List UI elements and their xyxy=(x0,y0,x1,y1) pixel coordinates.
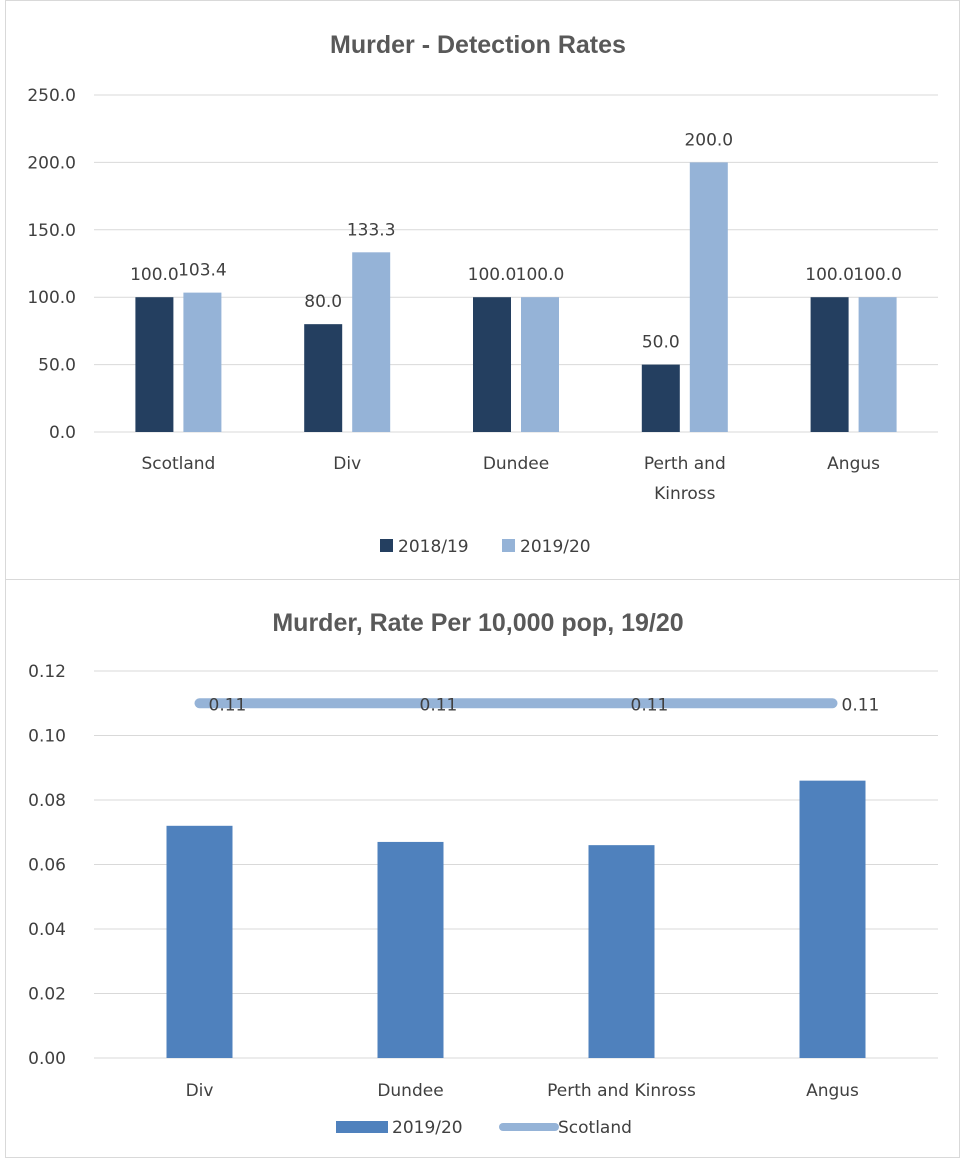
y-tick-label: 250.0 xyxy=(27,86,76,106)
y-tick-label: 0.0 xyxy=(49,423,76,443)
detection-rates-chart: Murder - Detection Rates 0.0 50.0 100.0 150… xyxy=(5,0,960,580)
x-category-label: Kinross xyxy=(654,484,716,504)
data-label: 100.0 xyxy=(516,265,565,285)
data-label: 100.0 xyxy=(805,265,854,285)
line-data-label: 0.11 xyxy=(209,695,247,715)
legend-label: 2019/20 xyxy=(520,537,591,557)
y-tick-label: 0.12 xyxy=(28,662,66,682)
detection-rates-svg: Murder - Detection Rates 0.0 50.0 100.0 150… xyxy=(27,31,938,557)
x-category-label: Div xyxy=(186,1081,214,1101)
murder-rate-svg: Murder, Rate Per 10,000 pop, 19/20 0.00 0… xyxy=(28,609,938,1138)
bar-2019-20 xyxy=(166,825,233,1058)
bar-2019-20 xyxy=(858,297,897,432)
line-data-label: 0.11 xyxy=(842,695,880,715)
bar-2018-19 xyxy=(473,297,511,432)
y-tick-label: 0.02 xyxy=(28,985,66,1005)
x-category-label: Div xyxy=(333,454,361,474)
data-label: 103.4 xyxy=(178,261,227,281)
chart-title: Murder - Detection Rates xyxy=(330,31,626,59)
y-tick-label: 100.0 xyxy=(27,288,76,308)
x-category-label: Scotland xyxy=(141,454,215,474)
y-tick-label: 200.0 xyxy=(27,153,76,173)
bar-2018-19 xyxy=(304,324,343,432)
y-tick-label: 50.0 xyxy=(38,356,76,376)
data-label: 80.0 xyxy=(304,292,342,312)
y-tick-label: 0.00 xyxy=(28,1049,66,1069)
bar-2019-20 xyxy=(689,162,728,432)
murder-rate-chart: Murder, Rate Per 10,000 pop, 19/20 0.00 0… xyxy=(5,579,960,1158)
legend-swatch xyxy=(336,1121,388,1133)
legend-label: 2019/20 xyxy=(392,1118,463,1138)
legend-swatch xyxy=(502,539,515,552)
y-tick-label: 150.0 xyxy=(27,221,76,241)
data-label: 200.0 xyxy=(684,130,733,150)
bar-2018-19 xyxy=(135,297,174,432)
bar-2019-20 xyxy=(521,297,559,432)
x-category-label: Angus xyxy=(827,454,880,474)
x-category-label: Dundee xyxy=(377,1081,443,1101)
bar-2019-20 xyxy=(588,845,655,1058)
data-label: 100.0 xyxy=(468,265,517,285)
bar-2019-20 xyxy=(183,292,222,432)
bar-2019-20 xyxy=(799,780,866,1058)
data-label: 133.3 xyxy=(347,220,396,240)
chart-title: Murder, Rate Per 10,000 pop, 19/20 xyxy=(272,609,683,637)
bar-2018-19 xyxy=(641,364,680,432)
line-data-label: 0.11 xyxy=(631,695,669,715)
x-category-label: Perth and xyxy=(644,454,726,474)
line-data-label: 0.11 xyxy=(420,695,458,715)
legend-label: 2018/19 xyxy=(398,537,469,557)
bar-2019-20 xyxy=(377,841,444,1058)
data-label: 50.0 xyxy=(642,333,680,353)
y-tick-label: 0.08 xyxy=(28,791,66,811)
legend-label: Scotland xyxy=(558,1118,632,1138)
x-category-label: Perth and Kinross xyxy=(547,1081,696,1101)
bar-2018-19 xyxy=(810,297,849,432)
x-category-label: Angus xyxy=(806,1081,859,1101)
legend-swatch xyxy=(380,539,393,552)
y-tick-label: 0.04 xyxy=(28,920,66,940)
y-tick-label: 0.06 xyxy=(28,856,66,876)
y-tick-label: 0.10 xyxy=(28,727,66,747)
data-label: 100.0 xyxy=(853,265,902,285)
data-label: 100.0 xyxy=(130,265,179,285)
bar-2019-20 xyxy=(352,252,391,432)
x-category-label: Dundee xyxy=(483,454,549,474)
